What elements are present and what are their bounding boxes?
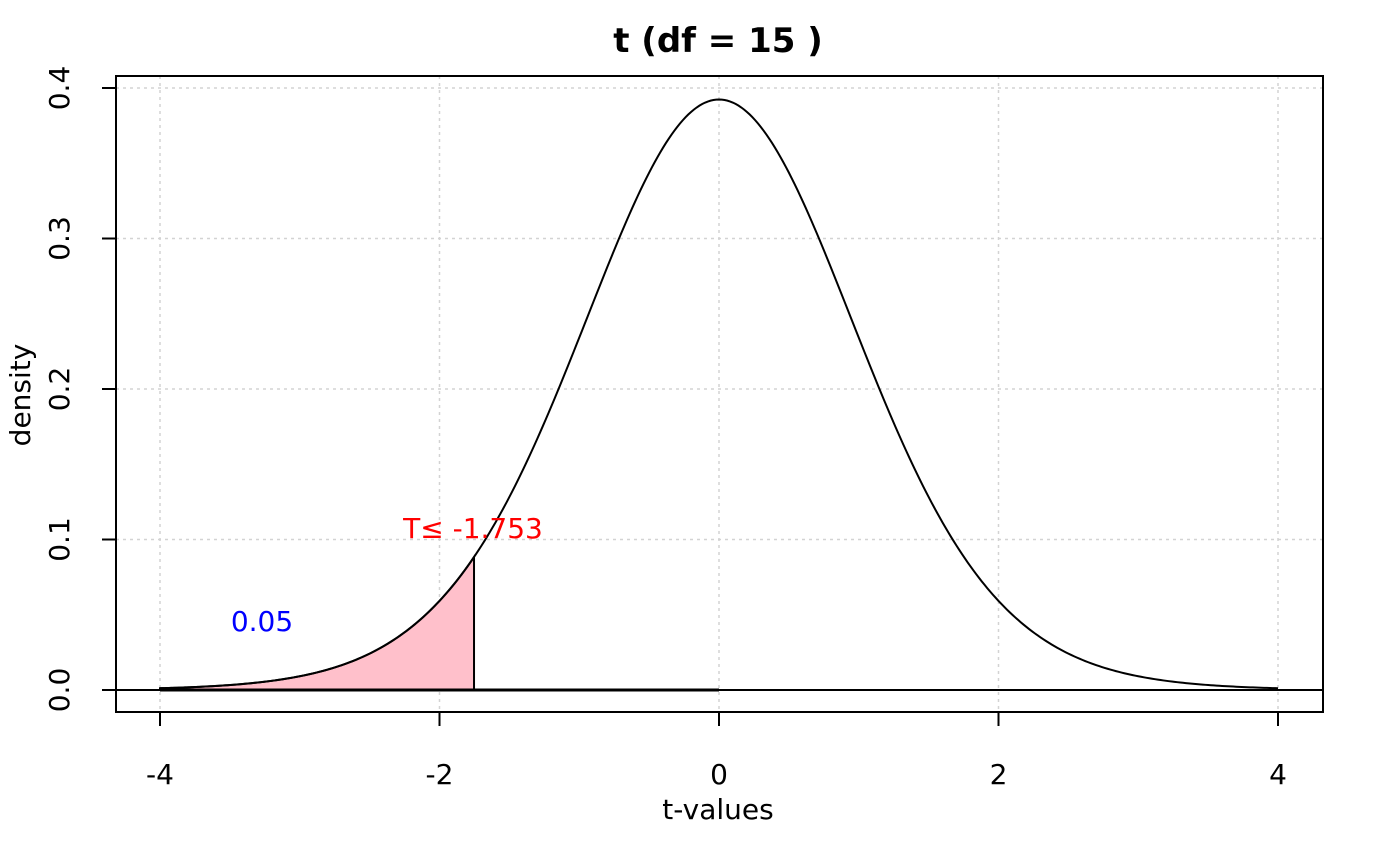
y-tick-label: 0.3: [43, 216, 76, 261]
x-tick-label: 2: [990, 758, 1008, 791]
x-tick-label: 0: [710, 758, 728, 791]
y-tick-label: 0.1: [43, 517, 76, 562]
critical-value-label: T≤ -1.753: [402, 512, 543, 545]
x-tick-label: -4: [146, 758, 174, 791]
grid-layer: [116, 76, 1323, 712]
y-tick-label: 0.4: [43, 66, 76, 111]
y-axis: 0.0 0.1 0.2 0.3 0.4: [43, 66, 117, 713]
shaded-lower-tail-area: [159, 553, 476, 691]
area-probability-label: 0.05: [231, 605, 293, 638]
density-curve: [159, 98, 1279, 690]
y-axis-label: density: [4, 344, 37, 447]
y-tick-label: 0.0: [43, 668, 76, 713]
x-tick-label: -2: [426, 758, 454, 791]
x-tick-label: 4: [1269, 758, 1287, 791]
y-tick-label: 0.2: [43, 367, 76, 412]
chart-title: t (df = 15 ): [613, 21, 823, 61]
x-axis-label: t-values: [662, 793, 773, 826]
x-axis: -4 -2 0 2 4: [146, 711, 1287, 791]
